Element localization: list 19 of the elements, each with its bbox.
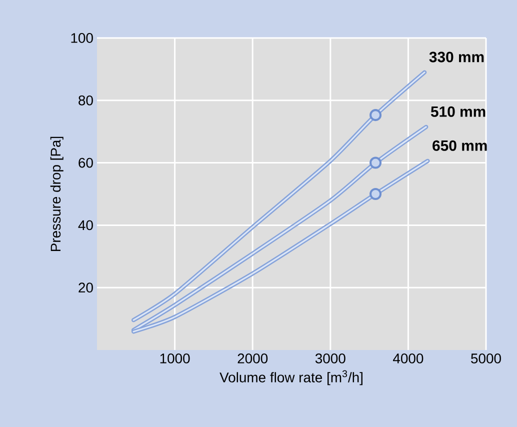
series-label: 510 mm	[430, 106, 486, 117]
point	[370, 188, 382, 200]
x-tick-label: 3000	[315, 354, 346, 364]
x-axis-title: Volume flow rate [m$^{3}$/h]	[220, 370, 362, 386]
y-axis-title: Pressure drop [Pa]	[50, 136, 64, 251]
series-label: 650 mm	[432, 140, 487, 151]
y-tick-label: 40	[78, 220, 93, 230]
y-tick-label: 80	[78, 95, 93, 106]
point	[370, 156, 382, 169]
x-tick-label: 2000	[238, 354, 268, 364]
y-tick-label: 60	[78, 158, 93, 168]
x-tick-label: 1000	[160, 354, 190, 364]
line-series	[131, 70, 427, 322]
x-tick-label: 5000	[471, 354, 501, 364]
point	[370, 109, 382, 122]
y-tick-label: 20	[78, 282, 93, 293]
x-tick-label: 4000	[393, 354, 424, 364]
series-label: 330 mm	[429, 52, 484, 62]
y-tick-label: 100	[71, 33, 93, 43]
